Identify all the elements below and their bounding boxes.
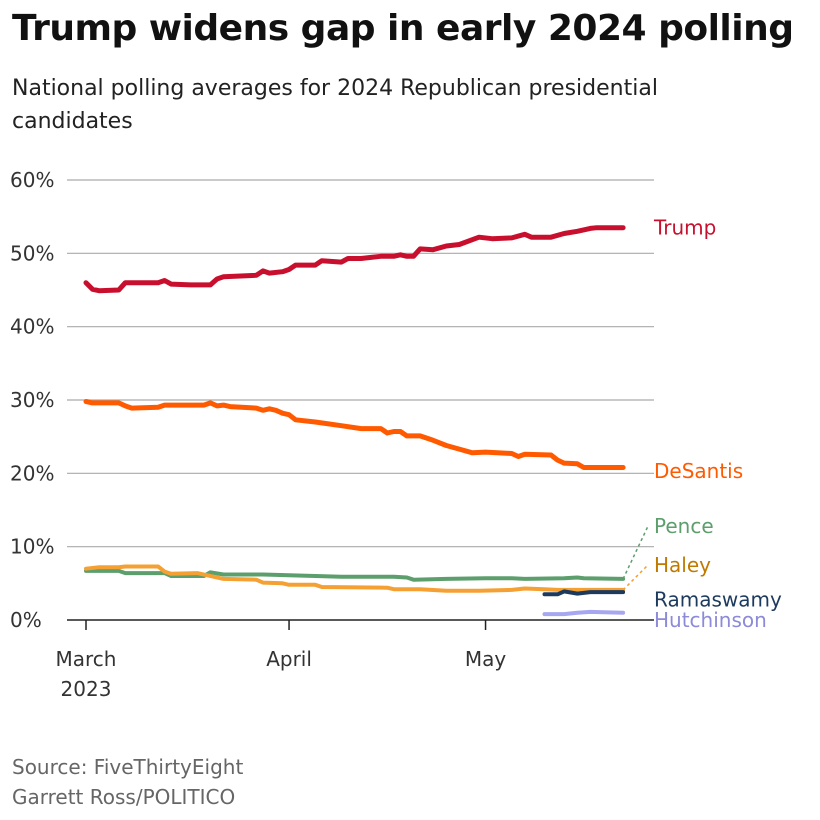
source-text: Source: FiveThirtyEight bbox=[12, 755, 244, 779]
x-tick-sublabel-march: 2023 bbox=[61, 677, 112, 701]
series-label-ramaswamy: Ramaswamy bbox=[654, 587, 782, 611]
chart-subtitle: National polling averages for 2024 Repub… bbox=[12, 76, 658, 134]
series-label-haley: Haley bbox=[654, 553, 711, 577]
series-line-trump bbox=[83, 225, 626, 294]
series-label-desantis: DeSantis bbox=[654, 459, 743, 483]
y-tick-label-50: 50% bbox=[10, 241, 54, 265]
leader-line-pence bbox=[622, 525, 649, 580]
series-line-desantis bbox=[83, 399, 626, 470]
y-tick-label-40: 40% bbox=[10, 315, 54, 339]
series-line-ramaswamy bbox=[542, 589, 626, 597]
y-tick-label-10: 10% bbox=[10, 535, 54, 559]
series-label-pence: Pence bbox=[654, 514, 714, 538]
series-line-haley bbox=[84, 564, 626, 593]
leader-line-haley bbox=[622, 564, 649, 591]
credit-text: Garrett Ross/POLITICO bbox=[12, 785, 236, 809]
source-note: Source: FiveThirtyEight Garrett Ross/POL… bbox=[12, 752, 243, 812]
y-tick-label-20: 20% bbox=[10, 461, 54, 485]
line-chart: 0% 10% 20% 30% 40% 50% 60% March 2023 April May Tru… bbox=[10, 168, 782, 701]
series-label-hutchinson: Hutchinson bbox=[654, 608, 767, 632]
x-tick-label-march: March bbox=[56, 647, 117, 671]
series-label-trump: Trump bbox=[653, 216, 716, 240]
y-tick-label-30: 30% bbox=[10, 388, 54, 412]
series-line-hutchinson bbox=[542, 609, 626, 617]
y-tick-label-0: 0% bbox=[10, 608, 42, 632]
x-tick-label-may: May bbox=[465, 647, 507, 671]
chart-title: Trump widens gap in early 2024 polling bbox=[12, 8, 794, 49]
y-tick-label-60: 60% bbox=[10, 168, 54, 192]
x-tick-label-april: April bbox=[266, 647, 312, 671]
